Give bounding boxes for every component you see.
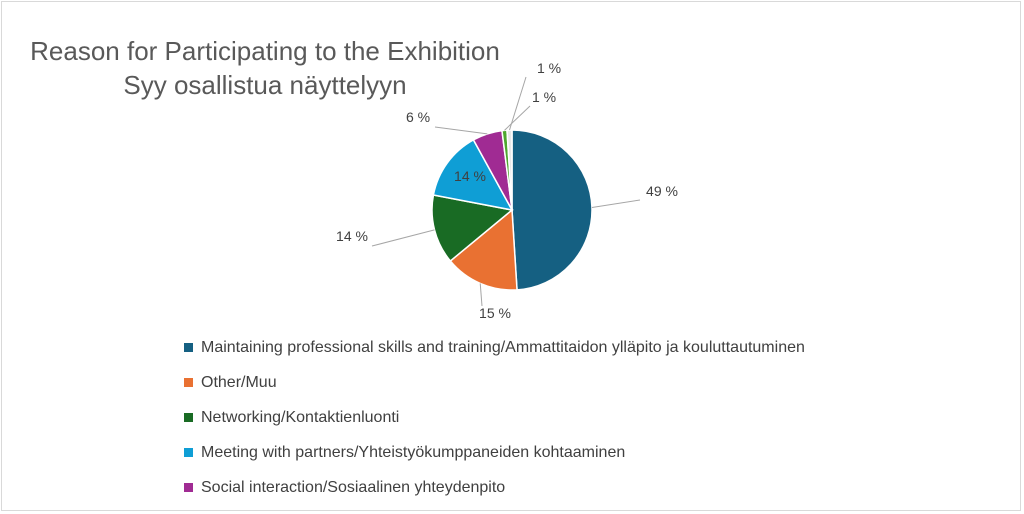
- legend-item: Maintaining professional skills and trai…: [184, 330, 805, 365]
- chart-title-line-1: Reason for Participating to the Exhibiti…: [30, 36, 500, 66]
- legend-swatch: [184, 413, 193, 422]
- leader-line: [504, 105, 531, 131]
- legend-label: Meeting with partners/Yhteistyökumppanei…: [201, 443, 626, 461]
- pie-slice: [511, 129, 593, 291]
- leader-line: [434, 126, 488, 135]
- legend-swatch: [184, 483, 193, 492]
- data-label: 49 %: [646, 183, 678, 199]
- data-label: 14 %: [336, 228, 368, 244]
- data-label: 14 %: [454, 168, 486, 184]
- data-label: 1 %: [537, 60, 561, 76]
- leader-line: [591, 199, 641, 208]
- legend-item: Networking/Kontaktienluonti: [184, 400, 805, 435]
- legend-item: Other/Muu: [184, 365, 805, 400]
- pie-slice: [432, 138, 514, 212]
- leader-line: [479, 283, 483, 307]
- pie-slice: [449, 208, 518, 291]
- leader-line: [509, 76, 527, 131]
- leader-line: [371, 229, 435, 247]
- pie-slice: [506, 129, 513, 211]
- data-label: 15 %: [479, 305, 511, 321]
- legend-swatch: [184, 343, 193, 352]
- legend-label: Maintaining professional skills and trai…: [201, 338, 805, 356]
- data-label: 1 %: [532, 89, 556, 105]
- data-label: 6 %: [406, 109, 430, 125]
- legend-item: Meeting with partners/Yhteistyökumppanei…: [184, 435, 805, 470]
- legend-item: Social interaction/Sosiaalinen yhteydenp…: [184, 470, 805, 505]
- legend-label: Networking/Kontaktienluonti: [201, 408, 400, 426]
- chart-title-line-2: Syy osallistua näyttelyyn: [123, 70, 407, 100]
- legend: Maintaining professional skills and trai…: [184, 330, 805, 505]
- legend-swatch: [184, 378, 193, 387]
- legend-label: Other/Muu: [201, 373, 277, 391]
- legend-label: Social interaction/Sosiaalinen yhteydenp…: [201, 478, 506, 496]
- chart-title: Reason for Participating to the Exhibiti…: [0, 34, 530, 102]
- legend-swatch: [184, 448, 193, 457]
